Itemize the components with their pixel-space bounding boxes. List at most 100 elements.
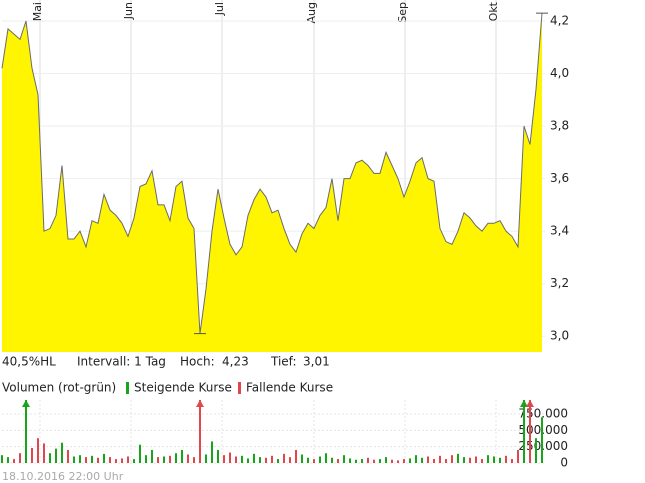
info-interval: Intervall: 1 Tag <box>77 355 166 369</box>
volume-bar <box>85 457 87 463</box>
volume-bar <box>421 457 423 463</box>
volume-bar <box>229 452 231 463</box>
y-tick-label: 0 <box>560 456 568 470</box>
volume-bar <box>289 457 291 463</box>
info-range: 40,5%HL <box>2 355 56 369</box>
y-tick-label: 4,2 <box>550 14 569 28</box>
y-tick-label: 3,0 <box>550 329 569 343</box>
volume-bar <box>103 453 105 463</box>
volume-bar <box>139 444 141 463</box>
overflow-arrow <box>520 400 528 407</box>
volume-bar <box>529 400 531 463</box>
volume-bar <box>241 455 243 463</box>
month-label: Okt <box>487 1 500 21</box>
volume-bar <box>379 459 381 463</box>
volume-bar <box>217 449 219 463</box>
overflow-arrow <box>196 400 204 407</box>
volume-bar <box>271 455 273 463</box>
volume-bar <box>211 441 213 463</box>
volume-bar <box>493 456 495 463</box>
volume-bar <box>427 456 429 463</box>
info-low: 3,01 <box>303 355 330 369</box>
volume-bar <box>73 456 75 463</box>
volume-bar <box>43 443 45 463</box>
volume-bar <box>445 459 447 463</box>
volume-bar <box>355 459 357 463</box>
volume-bar <box>313 459 315 463</box>
volume-bar <box>469 457 471 463</box>
y-tick-label: 3,8 <box>550 119 569 133</box>
volume-bar <box>7 457 9 463</box>
volume-bar <box>523 400 525 463</box>
price-area <box>2 13 542 352</box>
volume-bar <box>97 457 99 463</box>
volume-bar <box>367 457 369 463</box>
info-high-label: Hoch: <box>180 355 215 369</box>
volume-bar <box>127 456 129 463</box>
volume-bar <box>331 457 333 463</box>
volume-bar <box>13 459 15 463</box>
volume-bar <box>295 449 297 463</box>
volume-bar <box>235 456 237 463</box>
volume-bar <box>535 438 537 463</box>
footer: 18.10.2016 22:00 Uhr <box>2 470 124 483</box>
volume-bar <box>205 454 207 463</box>
volume-bar <box>67 449 69 463</box>
volume-bar <box>301 454 303 463</box>
volume-bar <box>79 455 81 463</box>
volume-bar <box>31 447 33 463</box>
legend-swatch <box>238 382 241 394</box>
volume-bar <box>199 400 201 463</box>
y-tick-label: 3,4 <box>550 224 569 238</box>
info-high: 4,23 <box>222 355 249 369</box>
volume-bar <box>343 455 345 463</box>
volume-bar <box>307 457 309 463</box>
y-tick-label: 3,6 <box>550 171 569 185</box>
legend-swatch <box>126 382 129 394</box>
volume-bar <box>517 449 519 463</box>
volume-bar <box>247 458 249 463</box>
month-label: Jul <box>213 2 226 16</box>
volume-bar <box>397 460 399 463</box>
volume-bar <box>475 456 477 463</box>
volume-bar <box>37 438 39 463</box>
volume-bar <box>319 456 321 463</box>
volume-bar <box>145 455 147 463</box>
y-tick-label: 500.000 <box>518 423 568 437</box>
volume-bar <box>25 400 27 463</box>
volume-bar <box>181 449 183 463</box>
volume-bar <box>169 455 171 463</box>
overflow-arrow <box>22 400 30 407</box>
volume-bar <box>265 457 267 463</box>
volume-bar <box>223 455 225 463</box>
volume-bar <box>115 459 117 463</box>
volume-bar <box>385 457 387 463</box>
volume-bar <box>91 455 93 463</box>
month-label: Aug <box>305 2 318 23</box>
volume-bar <box>259 457 261 463</box>
volume-bar <box>163 456 165 463</box>
volume-bar <box>325 453 327 463</box>
legend-label: Steigende Kurse <box>134 381 232 395</box>
volume-title: Volumen (rot-grün) <box>2 381 116 395</box>
volume-bar <box>457 453 459 463</box>
volume-bar <box>391 459 393 463</box>
y-tick-label: 250.000 <box>518 439 568 453</box>
volume-bar <box>451 455 453 463</box>
volume-bar <box>175 453 177 463</box>
volume-bar <box>19 453 21 463</box>
volume-bar <box>541 417 543 463</box>
volume-bar <box>481 459 483 463</box>
volume-bar <box>151 449 153 463</box>
volume-bar <box>373 459 375 463</box>
volume-bar <box>499 457 501 463</box>
month-label: Jun <box>122 2 135 20</box>
y-tick-label: 4,0 <box>550 66 569 80</box>
volume-bar <box>109 457 111 463</box>
info-low-label: Tief: <box>270 355 297 369</box>
volume-bar <box>283 453 285 463</box>
volume-bar <box>439 455 441 463</box>
legend-label: Fallende Kurse <box>246 381 333 395</box>
volume-bar <box>403 459 405 463</box>
